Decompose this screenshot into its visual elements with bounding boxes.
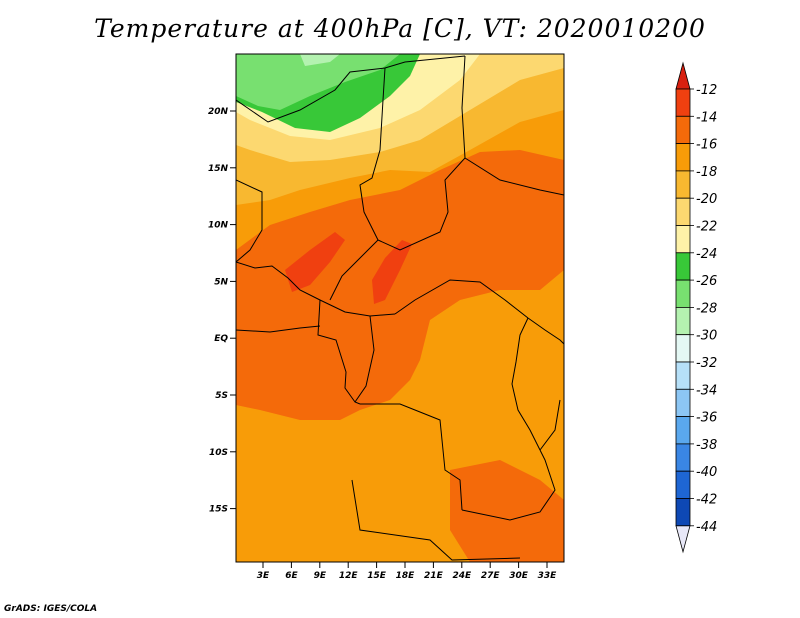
colorbar-swatch [675,470,691,499]
colorbar-swatch [675,88,691,117]
lon-tick-label: 21E [424,571,444,581]
colorbar-swatch [675,306,691,336]
field-region-12-west [285,232,345,292]
colorbar-label: -18 [696,165,717,180]
field-region-26 [236,54,400,110]
map-frame [235,53,565,563]
colorbar-swatch [675,170,691,199]
colorbar-label: -20 [696,192,717,207]
field-region-12-central [372,240,412,304]
field-region-14 [236,150,564,420]
lon-tick-label: 9E [314,571,327,581]
colorbar-label: -30 [696,329,717,344]
lon-tick-label: 33E [538,571,558,581]
latitude-axis: 20N 15N 10N 5N EQ 5S 10S 15S [208,107,236,515]
colorbar-label: -24 [696,247,717,262]
lat-tick-label: 15S [209,505,228,515]
colorbar-label: -42 [696,493,717,508]
lon-tick-label: 30E [509,571,529,581]
colorbar-top-arrow [675,61,691,90]
colorbar-label: -36 [696,411,717,426]
country-borders [236,55,564,561]
colorbar-swatch [675,388,691,417]
lat-tick-label: 15N [208,164,229,174]
colorbar-swatch [675,334,691,363]
colorbar-bottom-arrow [675,525,691,554]
colorbar-label: -28 [696,301,717,316]
colorbar-swatch [675,443,691,472]
colorbar-label: -14 [696,110,717,125]
lat-tick-label: EQ [214,334,228,344]
colorbar-label: -32 [696,356,717,371]
field-region-28 [300,54,340,66]
map-title: Temperature at 400hPa [C], VT: 202001020… [94,14,706,43]
lat-tick-label: 20N [208,107,229,117]
colorbar-label: -38 [696,438,717,453]
lon-tick-label: 6E [285,571,298,581]
colorbar-swatch [675,143,691,172]
colorbar-label: -26 [696,274,717,289]
lat-tick-label: 5S [215,391,228,401]
colorbar-swatch [675,197,691,226]
field-region-14-east [450,460,564,562]
colorbar-label: -40 [696,465,717,480]
lon-tick-label: 24E [452,571,472,581]
colorbar-label: -12 [696,83,717,98]
temperature-field [236,54,564,562]
lon-tick-label: 12E [339,571,359,581]
lon-tick-label: 27E [481,571,501,581]
colorbar-swatch [675,252,691,281]
colorbar: -12 -14 -16 -18 -20 -22 -24 -26 -28 -30 -32 -34 -36 -… [675,61,717,554]
colorbar-swatch [675,115,691,145]
footer-credit: GrADS: IGES/COLA [4,604,98,614]
lon-tick-label: 18E [396,571,416,581]
colorbar-label: -34 [696,383,717,398]
lat-tick-label: 5N [214,277,228,287]
colorbar-swatch [675,361,691,390]
colorbar-swatch [675,498,691,527]
lon-tick-label: 3E [257,571,270,581]
lon-tick-label: 15E [367,571,387,581]
colorbar-label: -22 [696,220,717,235]
lat-tick-label: 10N [208,221,229,231]
longitude-axis: 3E 6E 9E 12E 15E 18E 21E 24E 27E 30E 33E [257,562,557,581]
colorbar-swatch [675,225,691,254]
colorbar-swatch [675,279,691,308]
colorbar-swatch [675,416,691,445]
colorbar-label: -16 [696,138,717,153]
colorbar-label: -44 [696,520,717,535]
lat-tick-label: 10S [209,448,228,458]
